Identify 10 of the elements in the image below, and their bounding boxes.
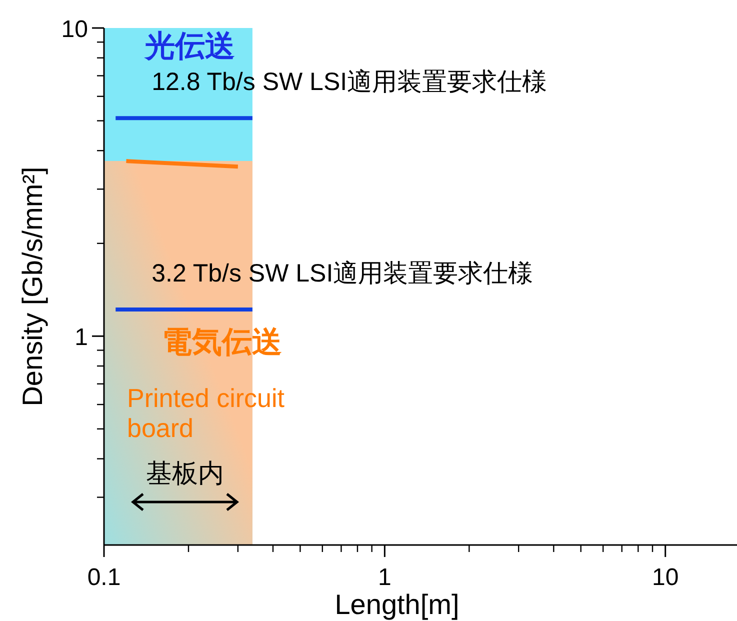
x-tick-label: 1 [378, 564, 392, 591]
x-tick-label: 0.1 [87, 564, 121, 591]
y-axis-title: Density [Gb/s/mm²] [17, 166, 48, 406]
x-tick-label: 10 [652, 564, 679, 591]
series-label: 3.2 Tb/s SW LSI適用装置要求仕様 [152, 260, 534, 288]
series-label: 12.8 Tb/s SW LSI適用装置要求仕様 [152, 68, 548, 96]
annotation: 電気伝送 [162, 326, 282, 359]
annotation: 基板内 [146, 458, 224, 488]
annotation: 光伝送 [143, 30, 235, 63]
x-axis-title: Length[m] [334, 589, 460, 620]
